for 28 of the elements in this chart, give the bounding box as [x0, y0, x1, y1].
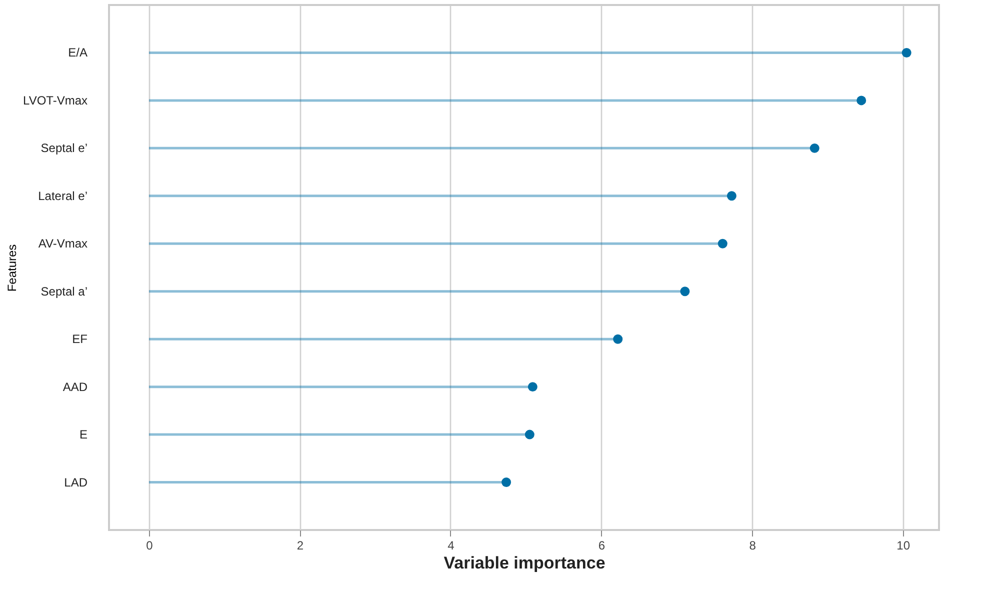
point	[810, 143, 820, 153]
x-tick-label: 2	[296, 538, 304, 552]
y-tick-label: AAD	[62, 380, 88, 394]
x-axis-title: Variable importance	[444, 554, 606, 572]
point	[856, 96, 866, 106]
point	[718, 238, 728, 248]
point	[613, 334, 623, 344]
x-tick-label: 4	[448, 538, 455, 552]
x-tick-label: 0	[146, 538, 154, 552]
point	[524, 430, 534, 440]
y-tick-label: Lateral e’	[38, 188, 88, 203]
y-tick-label: EF	[72, 332, 88, 346]
x-tick-label: 8	[749, 538, 756, 552]
y-axis-title: Features	[5, 244, 20, 292]
y-tick-label: LVOT-Vmax	[23, 93, 88, 108]
point	[902, 48, 912, 58]
y-tick-label: E	[79, 428, 88, 442]
y-tick-label: AV-Vmax	[38, 236, 88, 251]
y-tick-label: E/A	[68, 46, 88, 60]
y-tick-label: Septal a’	[40, 284, 88, 298]
point	[726, 191, 736, 201]
y-tick-label: LAD	[64, 475, 88, 490]
y-tick-label: Septal e’	[40, 141, 88, 156]
point	[680, 286, 690, 296]
x-tick-label: 10	[896, 538, 910, 552]
x-tick-label: 6	[598, 538, 606, 552]
point	[502, 478, 512, 488]
point	[528, 382, 538, 392]
